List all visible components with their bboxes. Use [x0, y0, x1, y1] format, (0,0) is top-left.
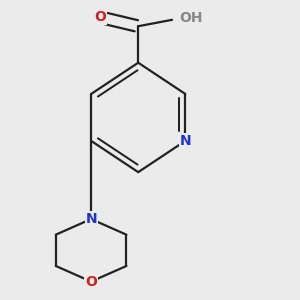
Text: O: O	[94, 10, 106, 24]
Text: N: N	[85, 212, 97, 226]
Text: O: O	[85, 274, 97, 289]
Text: N: N	[179, 134, 191, 148]
Text: OH: OH	[179, 11, 203, 26]
